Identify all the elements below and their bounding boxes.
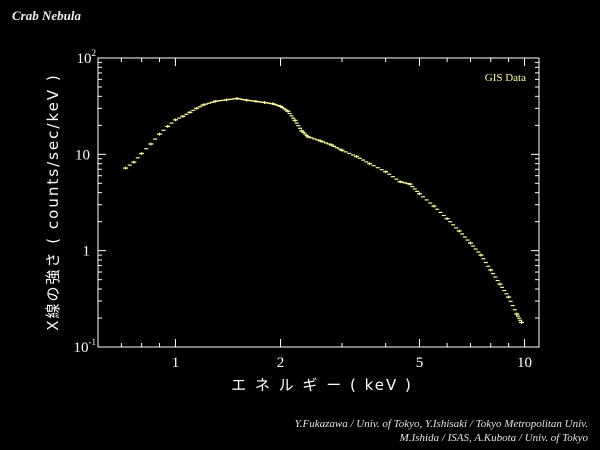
chart-title: Crab Nebula [12, 8, 81, 23]
y-axis-title: X線の強さ ( counts/sec/keV ) [44, 73, 62, 330]
y-tick-label: 1 [83, 244, 91, 260]
y-tick-label: 102 [77, 48, 97, 67]
x-axis-title: エ ネ ル ギ ー ( keV ) [231, 376, 413, 394]
plot-frame [97, 57, 540, 348]
x-tick-label: 5 [416, 355, 424, 371]
x-tick-label: 10 [517, 355, 532, 371]
credit-line-1: Y.Fukazawa / Univ. of Tokyo, Y.Ishisaki … [294, 418, 588, 430]
x-tick-label: 1 [172, 355, 180, 371]
legend-label: GIS Data [485, 72, 526, 84]
x-tick-label: 2 [277, 355, 285, 371]
axis-ticks: 1 2 5 10 10-1 1 10 102 [74, 48, 539, 371]
credit-line-2: M.Ishida / ISAS, A.Kubota / Univ. of Tok… [399, 432, 588, 444]
y-tick-label: 10-1 [74, 337, 97, 356]
y-tick-label: 10 [75, 147, 90, 163]
data-points [123, 96, 524, 324]
